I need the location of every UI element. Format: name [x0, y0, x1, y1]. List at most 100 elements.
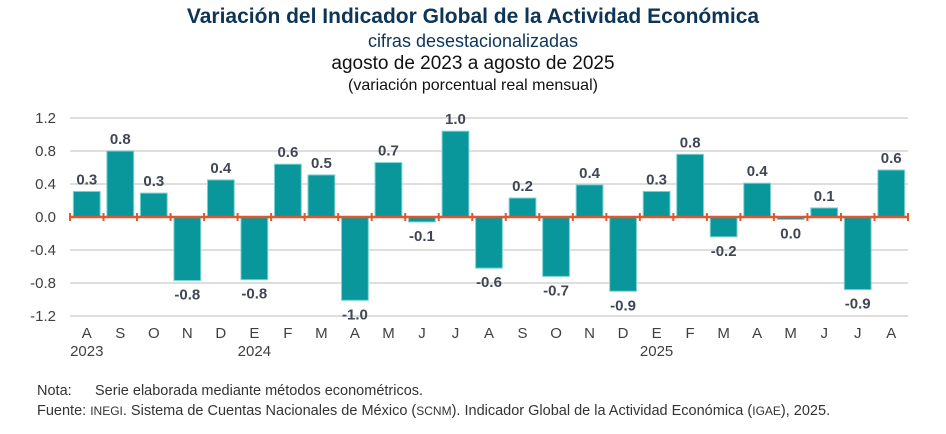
note-text: Serie elaborada mediante métodos economé… — [95, 383, 424, 399]
x-tick-label: O — [550, 325, 562, 342]
data-label: 0.6 — [277, 144, 298, 161]
data-label: 0.8 — [680, 134, 701, 151]
chart-notes: Nota: Serie elaborada mediante métodos ec… — [37, 381, 830, 421]
bar — [508, 197, 537, 218]
y-tick-label: -1.2 — [30, 308, 56, 325]
data-label: -0.8 — [241, 286, 267, 303]
chart-subtitle: cifras desestacionalizadas — [367, 31, 579, 51]
bar — [609, 216, 637, 292]
source-line: Fuente: INEGI. Sistema de Cuentas Nacion… — [37, 401, 830, 421]
data-label: -0.6 — [476, 274, 502, 291]
x-tick-label: J — [452, 325, 460, 342]
data-label: 0.3 — [646, 171, 667, 188]
data-label: -0.8 — [174, 287, 200, 304]
x-tick-label: S — [518, 325, 528, 342]
bars — [72, 130, 906, 301]
data-label: 0.3 — [143, 173, 164, 190]
bar — [72, 190, 101, 218]
year-label: 2024 — [238, 343, 271, 360]
x-tick-label: O — [148, 325, 160, 342]
source-scnm: SCNM — [416, 404, 452, 418]
source-label: Fuente: — [37, 403, 87, 419]
bar — [642, 190, 671, 218]
bar — [475, 216, 503, 269]
x-tick-label: S — [115, 325, 125, 342]
x-tick-label: F — [283, 325, 292, 342]
bar — [341, 216, 369, 301]
x-tick-label: A — [886, 325, 896, 342]
data-label: 1.0 — [445, 111, 466, 128]
bar — [106, 150, 135, 218]
data-label: 0.3 — [76, 171, 97, 188]
x-tick-label: D — [618, 325, 629, 342]
x-tick-label: A — [752, 325, 762, 342]
chart-units: (variación porcentual real mensual) — [348, 77, 598, 94]
x-tick-label: M — [717, 325, 730, 342]
y-tick-label: 1.2 — [35, 110, 56, 127]
data-label: 0.6 — [881, 150, 902, 167]
bar — [441, 130, 470, 218]
zero-axis — [69, 213, 909, 221]
bar — [743, 182, 772, 218]
x-tick-label: A — [484, 325, 494, 342]
y-tick-label: 0.4 — [35, 176, 56, 193]
x-tick-label: N — [182, 325, 193, 342]
note-label: Nota: — [37, 383, 72, 399]
y-tick-label: -0.4 — [30, 242, 56, 259]
note-line: Nota: Serie elaborada mediante métodos ec… — [37, 381, 830, 401]
year-label: 2025 — [640, 343, 673, 360]
data-label: 0.0 — [780, 225, 801, 242]
x-tick-label: F — [686, 325, 695, 342]
x-tick-label: M — [382, 325, 395, 342]
x-tick-label: E — [652, 325, 662, 342]
x-tick-label: A — [82, 325, 92, 342]
data-label: -0.2 — [711, 243, 737, 260]
data-label: -0.7 — [543, 282, 569, 299]
x-tick-label: E — [249, 325, 259, 342]
x-tick-label: M — [784, 325, 797, 342]
bar — [173, 216, 202, 282]
data-label: 0.2 — [512, 178, 533, 195]
y-tick-label: 0.0 — [35, 209, 56, 226]
x-tick-label: N — [584, 325, 595, 342]
data-label: 0.5 — [311, 155, 332, 172]
data-label: 0.8 — [110, 131, 131, 148]
data-labels: 0.3 0.8 0.3 -0.8 0.4 -0.8 0.6 0.5 -1.0 0.7 -0.1 1.0… — [76, 111, 901, 323]
source-text-3: ), 2025. — [780, 403, 831, 419]
bar — [273, 163, 302, 218]
data-label: -0.1 — [409, 228, 435, 245]
data-label: 0.4 — [579, 165, 601, 182]
x-tick-label: J — [820, 325, 828, 342]
bar — [877, 169, 906, 218]
data-label: -0.9 — [610, 297, 636, 314]
bar — [139, 192, 168, 218]
bar — [709, 216, 738, 238]
data-label: -0.9 — [845, 296, 871, 313]
bar — [374, 162, 403, 218]
source-text-1: . Sistema de Cuentas Nacionales de Méxic… — [122, 403, 417, 419]
y-tick-label: -0.8 — [30, 275, 56, 292]
bar — [676, 153, 705, 218]
source-igae: IGAE — [752, 404, 781, 418]
source-inegi: INEGI — [90, 404, 123, 418]
bar — [575, 184, 604, 218]
data-label: 0.4 — [747, 163, 769, 180]
chart-period: agosto de 2023 a agosto de 2025 — [331, 53, 615, 74]
bar — [843, 216, 872, 291]
source-text-2: ). Indicador Global de la Actividad Econ… — [451, 403, 753, 419]
x-tick-label: J — [418, 325, 426, 342]
x-tick-label: A — [350, 325, 360, 342]
data-label: -1.0 — [342, 306, 368, 323]
chart-title: Variación del Indicador Global de la Act… — [186, 5, 760, 28]
bar — [307, 174, 336, 218]
x-tick-label: D — [215, 325, 226, 342]
y-tick-label: 0.8 — [35, 143, 56, 160]
bar — [542, 216, 570, 277]
bar — [810, 207, 839, 218]
x-tick-label: M — [315, 325, 328, 342]
x-tick-label: J — [854, 325, 862, 342]
bar — [240, 216, 269, 281]
data-label: 0.7 — [378, 143, 399, 160]
year-label: 2023 — [70, 343, 103, 360]
